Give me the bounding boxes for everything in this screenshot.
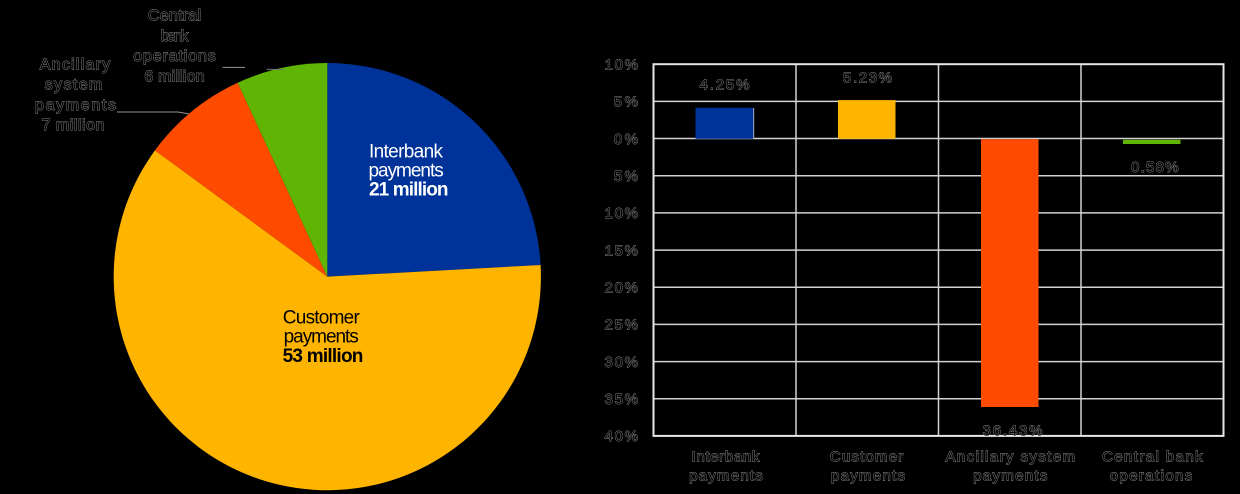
svg-text:Ancillary system: Ancillary system <box>945 449 1075 466</box>
svg-text:bank: bank <box>161 28 190 45</box>
svg-text:20%: 20% <box>605 280 639 297</box>
svg-text:53 million: 53 million <box>283 346 364 367</box>
svg-text:payments: payments <box>35 97 116 114</box>
svg-text:25%: 25% <box>605 317 639 334</box>
svg-text:Ancillary: Ancillary <box>40 56 111 73</box>
svg-text:payments: payments <box>284 327 359 348</box>
svg-text:0.58%: 0.58% <box>1131 159 1179 176</box>
svg-text:0%: 0% <box>614 131 638 148</box>
svg-text:payments: payments <box>689 467 763 484</box>
svg-text:operations: operations <box>133 48 215 65</box>
svg-text:30%: 30% <box>605 354 639 371</box>
svg-text:5%: 5% <box>614 94 638 111</box>
svg-text:15%: 15% <box>605 242 639 259</box>
svg-text:5%: 5% <box>614 168 638 185</box>
svg-text:operations: operations <box>1110 467 1193 484</box>
svg-text:Interbank: Interbank <box>692 449 761 466</box>
svg-text:7 million: 7 million <box>42 117 105 134</box>
svg-text:21 million: 21 million <box>369 180 449 201</box>
svg-text:10%: 10% <box>605 205 639 222</box>
svg-text:system: system <box>45 77 103 94</box>
svg-text:payments: payments <box>973 467 1047 484</box>
svg-text:Customer: Customer <box>283 307 361 328</box>
svg-text:Central: Central <box>148 8 201 25</box>
svg-text:35%: 35% <box>605 391 639 408</box>
svg-text:payments: payments <box>831 467 905 484</box>
svg-text:40%: 40% <box>605 428 639 445</box>
svg-text:6 million: 6 million <box>144 68 204 85</box>
svg-text:Central bank: Central bank <box>1102 449 1203 466</box>
svg-text:payments: payments <box>369 161 444 182</box>
svg-text:Interbank: Interbank <box>369 141 444 162</box>
svg-text:10%: 10% <box>605 57 639 74</box>
svg-text:Customer: Customer <box>830 449 903 466</box>
